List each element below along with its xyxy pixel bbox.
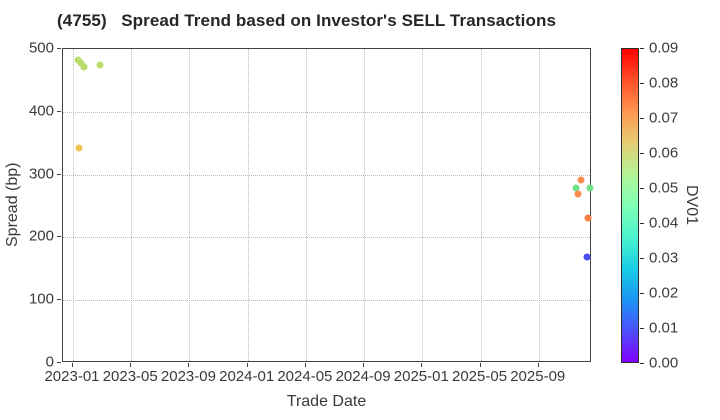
y-tick-mark bbox=[57, 236, 61, 238]
y-tick-mark bbox=[57, 299, 61, 301]
x-tick-label: 2024-09 bbox=[335, 368, 391, 385]
y-gridline bbox=[63, 237, 590, 239]
x-gridline bbox=[422, 49, 424, 361]
colorbar-tick-label: 0.07 bbox=[649, 109, 679, 127]
x-tick-label: 2024-01 bbox=[219, 368, 275, 385]
colorbar-tick-mark bbox=[640, 363, 644, 364]
colorbar-tick-mark bbox=[640, 48, 644, 49]
data-point bbox=[80, 63, 88, 71]
x-tick-label: 2025-01 bbox=[393, 368, 449, 385]
x-tick-mark bbox=[537, 363, 539, 367]
y-gridline bbox=[63, 174, 590, 176]
x-gridline bbox=[364, 49, 366, 361]
x-tick-mark bbox=[304, 363, 306, 367]
x-tick-label: 2025-09 bbox=[510, 368, 566, 385]
colorbar-tick-mark bbox=[640, 83, 644, 84]
y-tick-label: 400 bbox=[28, 102, 54, 120]
colorbar-tick-label: 0.09 bbox=[649, 39, 679, 57]
x-gridline bbox=[480, 49, 482, 361]
colorbar-label: DV01 bbox=[683, 185, 700, 226]
colorbar-tick-label: 0.02 bbox=[649, 284, 679, 302]
y-tick-mark bbox=[57, 110, 61, 112]
y-tick-label: 500 bbox=[28, 39, 54, 57]
colorbar-tick-label: 0.03 bbox=[649, 249, 679, 267]
colorbar-tick-label: 0.05 bbox=[649, 179, 679, 197]
colorbar-tick-mark bbox=[640, 118, 644, 119]
y-tick-label: 0 bbox=[45, 353, 54, 371]
data-point bbox=[583, 253, 591, 261]
x-gridline bbox=[131, 49, 133, 361]
x-tick-label: 2025-05 bbox=[452, 368, 508, 385]
y-tick-mark bbox=[57, 173, 61, 175]
x-tick-label: 2023-05 bbox=[102, 368, 158, 385]
colorbar-tick-label: 0.08 bbox=[649, 74, 679, 92]
y-tick-mark bbox=[57, 48, 61, 49]
x-axis-label: Trade Date bbox=[286, 393, 367, 410]
x-gridline bbox=[73, 49, 74, 361]
x-tick-mark bbox=[421, 363, 423, 367]
x-tick-label: 2023-09 bbox=[160, 368, 216, 385]
chart-title: (4755) Spread Trend based on Investor's … bbox=[57, 11, 557, 30]
data-point bbox=[577, 176, 585, 184]
x-tick-mark bbox=[130, 363, 132, 367]
y-tick-label: 200 bbox=[28, 227, 54, 245]
colorbar-tick-mark bbox=[640, 293, 644, 294]
y-gridline bbox=[63, 111, 590, 113]
y-tick-mark bbox=[57, 362, 61, 363]
data-point bbox=[586, 184, 594, 192]
colorbar bbox=[621, 48, 639, 363]
x-tick-mark bbox=[363, 363, 365, 367]
data-point bbox=[572, 184, 580, 192]
colorbar-tick-mark bbox=[640, 258, 644, 259]
colorbar-tick-mark bbox=[640, 188, 644, 189]
y-tick-label: 300 bbox=[28, 165, 54, 183]
data-point bbox=[96, 61, 104, 69]
data-point bbox=[75, 144, 83, 152]
colorbar-tick-label: 0.01 bbox=[649, 319, 679, 337]
x-tick-label: 2024-05 bbox=[277, 368, 333, 385]
data-point bbox=[74, 56, 82, 64]
y-axis-label: Spread (bp) bbox=[4, 162, 21, 248]
colorbar-tick-mark bbox=[640, 328, 644, 329]
x-tick-mark bbox=[188, 363, 190, 367]
colorbar-tick-mark bbox=[640, 223, 644, 224]
colorbar-tick-mark bbox=[640, 153, 644, 154]
colorbar-tick-label: 0.06 bbox=[649, 144, 679, 162]
x-tick-mark bbox=[72, 363, 73, 367]
y-gridline bbox=[63, 300, 590, 302]
x-gridline bbox=[305, 49, 307, 361]
data-point bbox=[584, 214, 592, 222]
colorbar-tick-label: 0.04 bbox=[649, 214, 679, 232]
data-point bbox=[574, 190, 582, 198]
x-gridline bbox=[247, 49, 249, 361]
y-tick-label: 100 bbox=[28, 290, 54, 308]
x-gridline bbox=[538, 49, 540, 361]
x-tick-label: 2023-01 bbox=[44, 368, 100, 385]
x-gridline bbox=[189, 49, 191, 361]
colorbar-tick-label: 0.00 bbox=[649, 354, 679, 372]
x-tick-mark bbox=[246, 363, 248, 367]
x-tick-mark bbox=[479, 363, 481, 367]
plot-area bbox=[62, 48, 594, 362]
